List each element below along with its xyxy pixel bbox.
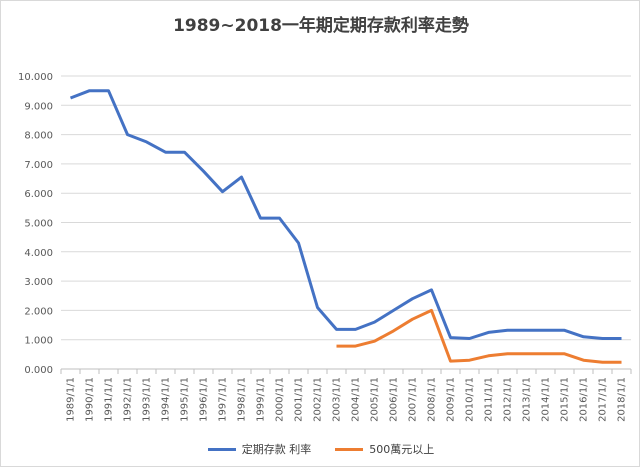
chart-title: 1989~2018一年期定期存款利率走勢: [173, 16, 469, 36]
x-tick-label: 1996/1/1: [199, 377, 210, 422]
y-tick-label: 4.000: [24, 248, 53, 259]
x-tick-label: 2011/1/1: [484, 377, 495, 422]
x-tick-label: 2003/1/1: [332, 377, 343, 422]
x-tick-label: 1997/1/1: [218, 377, 229, 422]
x-tick-label: 1999/1/1: [256, 377, 267, 422]
y-tick-label: 3.000: [24, 277, 53, 288]
y-tick-label: 10.000: [18, 72, 53, 83]
legend-swatch-blue: [207, 447, 236, 451]
x-tick-label: 1998/1/1: [237, 377, 248, 422]
legend-item-rate: 定期存款 利率: [207, 441, 312, 457]
y-tick-label: 6.000: [24, 189, 53, 200]
x-tick-label: 2000/1/1: [275, 377, 286, 422]
x-tick-label: 2008/1/1: [427, 377, 438, 422]
x-tick-label: 2004/1/1: [351, 377, 362, 422]
legend-swatch-orange: [335, 447, 364, 451]
x-tick-label: 1995/1/1: [180, 377, 191, 422]
legend: 定期存款 利率 500萬元以上: [1, 441, 639, 457]
x-tick-label: 1989/1/1: [66, 377, 77, 422]
y-tick-label: 9.000: [24, 101, 53, 112]
legend-item-500w: 500萬元以上: [335, 441, 434, 457]
x-tick-label: 2001/1/1: [294, 377, 305, 422]
series-line-0: [69, 89, 622, 340]
x-tick-label: 2015/1/1: [560, 377, 571, 422]
y-tick-label: 7.000: [24, 160, 53, 171]
y-tick-label: 8.000: [24, 131, 53, 142]
x-tick-label: 2005/1/1: [370, 377, 381, 422]
x-tick-label: 2017/1/1: [598, 377, 609, 422]
x-tick-label: 1993/1/1: [142, 377, 153, 422]
series-line-1: [336, 308, 622, 364]
x-tick-label: 2016/1/1: [579, 377, 590, 422]
y-tick-label: 5.000: [24, 219, 53, 230]
x-tick-label: 2013/1/1: [522, 377, 533, 422]
x-tick-label: 2002/1/1: [313, 377, 324, 422]
x-tick-label: 1991/1/1: [104, 377, 115, 422]
x-tick-label: 2006/1/1: [389, 377, 400, 422]
x-tick-label: 1992/1/1: [123, 377, 134, 422]
x-tick-label: 2012/1/1: [503, 377, 514, 422]
y-tick-label: 2.000: [24, 306, 53, 317]
x-tick-label: 2009/1/1: [446, 377, 457, 422]
x-tick-label: 2014/1/1: [541, 377, 552, 422]
legend-label: 500萬元以上: [369, 443, 435, 456]
legend-label: 定期存款 利率: [241, 443, 312, 456]
x-tick-label: 2010/1/1: [465, 377, 476, 422]
x-tick-label: 1990/1/1: [85, 377, 96, 422]
x-tick-label: 2018/1/1: [617, 377, 628, 422]
x-tick-label: 1994/1/1: [161, 377, 172, 422]
x-tick-label: 2007/1/1: [408, 377, 419, 422]
y-tick-label: 1.000: [24, 336, 53, 347]
y-tick-label: 0.000: [24, 365, 53, 376]
